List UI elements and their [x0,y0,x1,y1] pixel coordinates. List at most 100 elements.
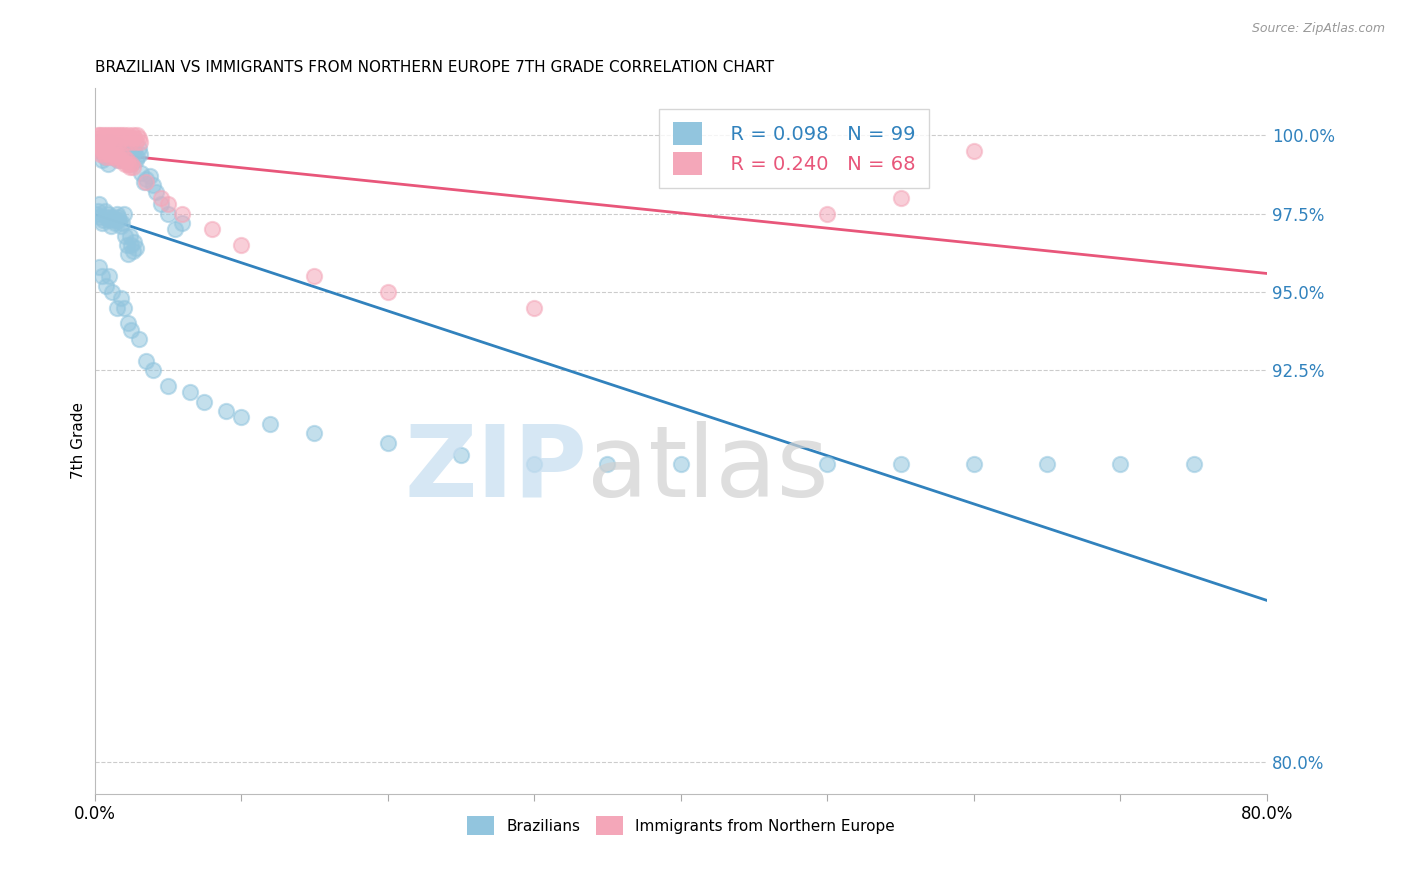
Point [122,144,145,158]
Point [121,160,143,174]
Point [111,131,134,145]
Point [596,458,619,472]
Point [108,135,131,149]
Point [450,448,472,462]
Point [104,147,127,161]
Point [86,203,108,218]
Point [105,131,128,145]
Point [103,213,125,227]
Point [110,147,132,161]
Point [139,169,162,183]
Point [121,244,143,259]
Point [120,323,142,337]
Point [103,144,125,158]
Point [156,197,179,211]
Point [100,144,122,158]
Point [87,197,110,211]
Point [112,301,135,315]
Legend:   R = 0.098   N = 99,   R = 0.240   N = 68: R = 0.098 N = 99, R = 0.240 N = 68 [659,109,929,188]
Point [115,135,138,149]
Point [145,185,167,199]
Point [129,135,152,149]
Point [96,278,118,293]
Point [1036,458,1059,472]
Text: BRAZILIAN VS IMMIGRANTS FROM NORTHERN EUROPE 7TH GRADE CORRELATION CHART: BRAZILIAN VS IMMIGRANTS FROM NORTHERN EU… [94,60,773,75]
Point [815,458,838,472]
Point [259,417,281,431]
Point [124,135,146,149]
Point [229,238,252,252]
Point [96,128,118,143]
Point [1182,458,1205,472]
Point [193,394,215,409]
Point [135,172,157,186]
Point [100,150,122,164]
Point [156,379,179,393]
Point [115,153,138,168]
Point [90,153,112,168]
Point [117,247,139,261]
Point [117,317,139,331]
Point [93,213,115,227]
Point [149,191,172,205]
Point [112,128,135,143]
Point [103,135,125,149]
Point [105,207,128,221]
Point [97,144,120,158]
Point [890,191,912,205]
Point [101,210,124,224]
Point [111,153,134,168]
Point [94,147,117,161]
Point [111,141,134,155]
Point [890,458,912,472]
Point [105,137,128,152]
Point [129,147,152,161]
Point [89,128,111,143]
Point [304,269,326,284]
Point [94,203,117,218]
Point [97,135,120,149]
Point [118,141,141,155]
Point [377,435,399,450]
Point [125,128,148,143]
Point [122,235,145,249]
Point [115,144,138,158]
Point [120,238,142,252]
Point [89,147,111,161]
Point [94,131,117,145]
Point [107,153,129,168]
Point [86,128,108,143]
Point [115,238,138,252]
Point [86,135,108,149]
Point [105,301,128,315]
Point [114,153,136,168]
Point [86,141,108,155]
Point [105,147,128,161]
Point [84,207,107,221]
Point [104,150,127,164]
Point [110,291,132,305]
Point [98,135,121,149]
Point [179,385,201,400]
Point [97,207,120,221]
Point [100,219,122,234]
Point [93,128,115,143]
Point [156,207,179,221]
Point [100,131,122,145]
Point [118,228,141,243]
Point [97,156,120,170]
Point [87,260,110,274]
Point [101,285,124,299]
Text: atlas: atlas [586,421,828,517]
Point [963,144,986,158]
Point [135,354,157,368]
Point [93,144,115,158]
Point [201,222,224,236]
Point [114,156,136,170]
Point [215,404,238,418]
Point [117,128,139,143]
Point [669,458,692,472]
Point [111,216,134,230]
Point [84,137,107,152]
Point [89,210,111,224]
